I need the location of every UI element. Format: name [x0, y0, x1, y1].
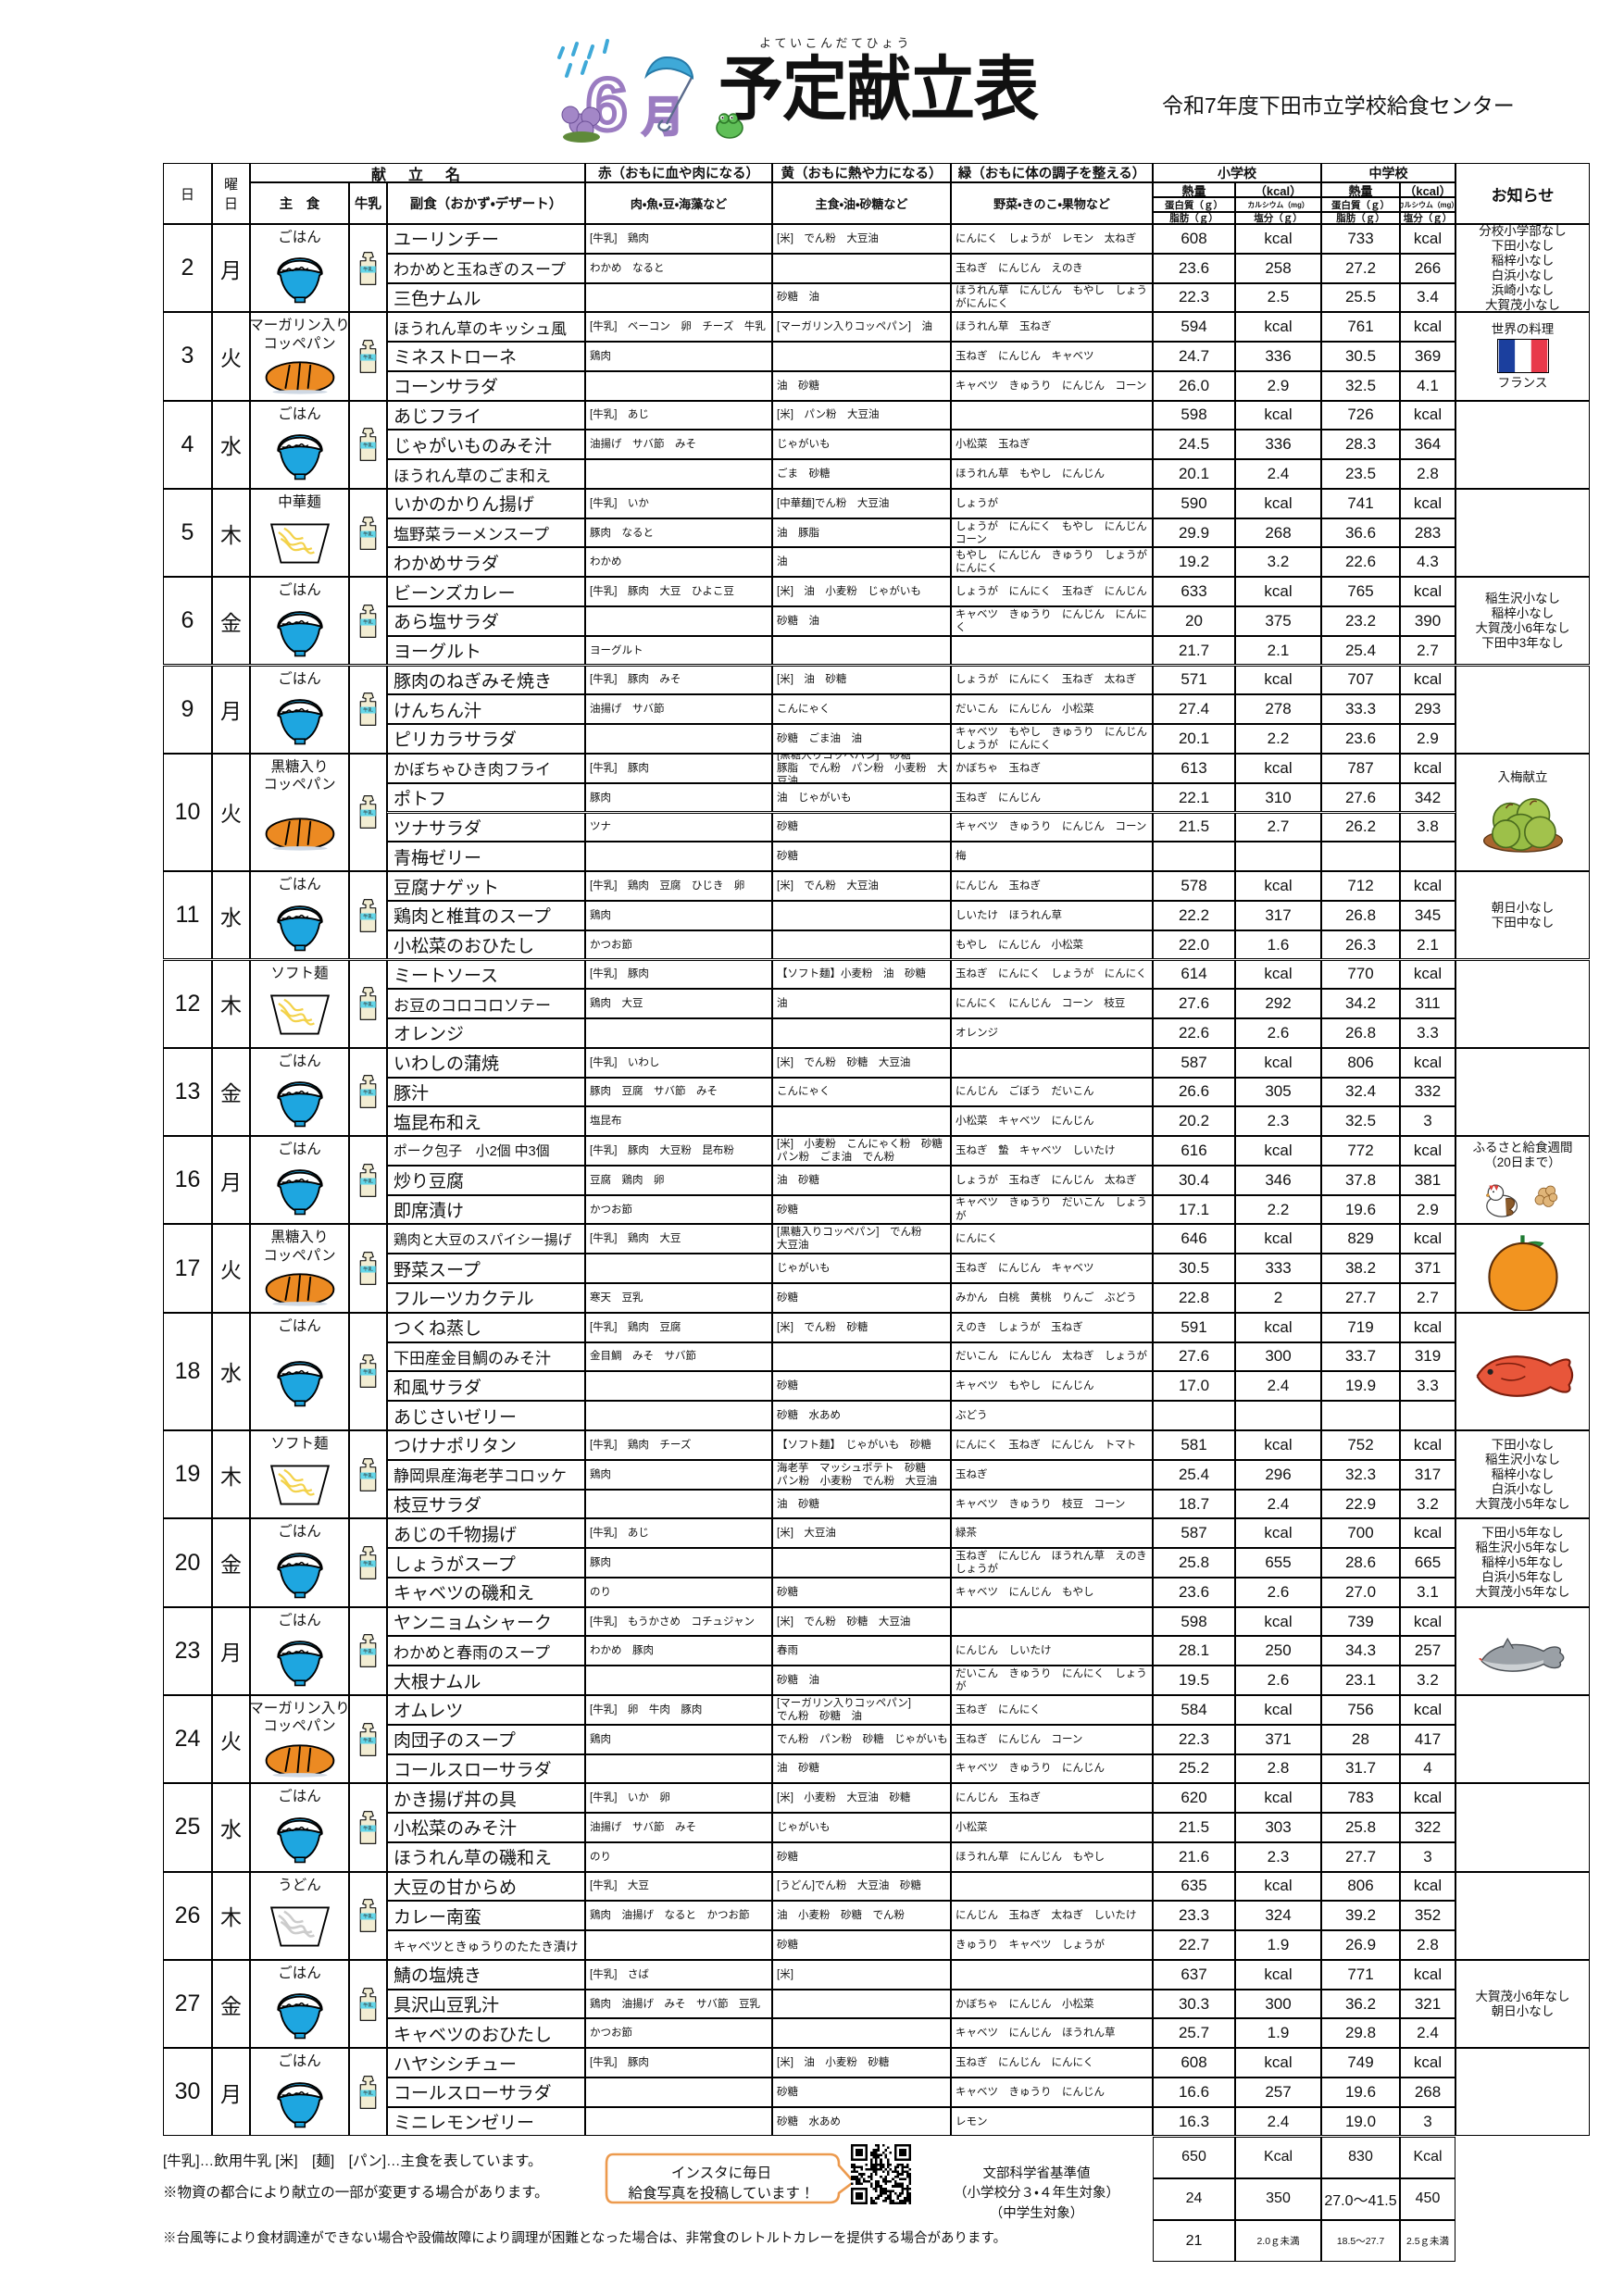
svg-text:牛乳: 牛乳 — [363, 2090, 372, 2097]
svg-text:牛乳: 牛乳 — [363, 1825, 372, 1832]
svg-text:月: 月 — [642, 93, 684, 141]
svg-text:牛乳: 牛乳 — [363, 913, 372, 920]
svg-text:牛乳: 牛乳 — [363, 1471, 372, 1479]
svg-text:牛乳: 牛乳 — [363, 1560, 372, 1567]
svg-text:牛乳: 牛乳 — [363, 2001, 372, 2008]
svg-text:牛乳: 牛乳 — [363, 530, 372, 537]
svg-text:牛乳: 牛乳 — [363, 1266, 372, 1273]
svg-text:牛乳: 牛乳 — [363, 618, 372, 626]
svg-text:牛乳: 牛乳 — [363, 442, 372, 449]
svg-text:牛乳: 牛乳 — [363, 1648, 372, 1655]
svg-text:牛乳: 牛乳 — [363, 354, 372, 361]
svg-text:牛乳: 牛乳 — [363, 809, 372, 817]
svg-text:牛乳: 牛乳 — [363, 706, 372, 714]
svg-text:牛乳: 牛乳 — [363, 1001, 372, 1008]
svg-text:牛乳: 牛乳 — [363, 1368, 372, 1376]
svg-text:牛乳: 牛乳 — [363, 1177, 372, 1184]
svg-text:牛乳: 牛乳 — [363, 265, 372, 272]
svg-text:牛乳: 牛乳 — [363, 1089, 372, 1096]
svg-text:牛乳: 牛乳 — [363, 1913, 372, 1920]
svg-text:牛乳: 牛乳 — [363, 1736, 372, 1743]
